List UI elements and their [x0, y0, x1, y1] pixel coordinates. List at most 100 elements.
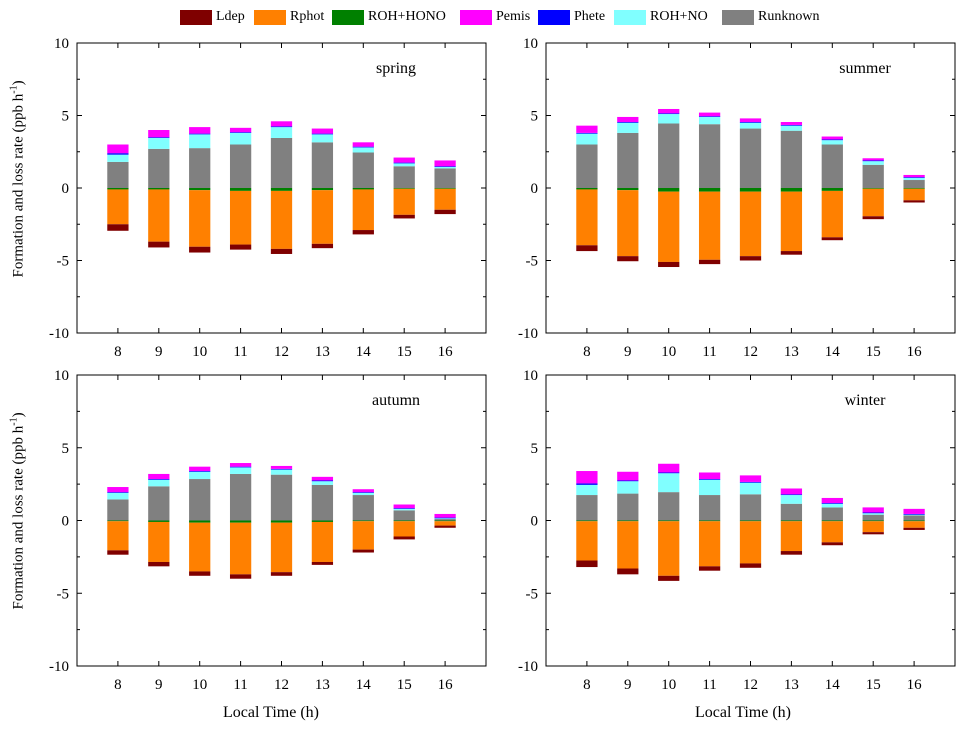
- legend-label: ROH+HONO: [368, 9, 446, 24]
- legend-label: Pemis: [496, 9, 531, 24]
- bar-roh-hono-15: [862, 520, 884, 522]
- bar-pemis-8: [576, 471, 598, 484]
- bar-runknown-15: [393, 166, 415, 188]
- bar-rphot-8: [576, 521, 598, 561]
- bar-runknown-14: [821, 507, 843, 521]
- y-tick-label: -5: [57, 254, 70, 270]
- bar-ldep-10: [658, 261, 680, 268]
- bar-runknown-9: [148, 148, 170, 188]
- season-title: summer: [839, 60, 891, 77]
- bar-ldep-12: [270, 572, 293, 576]
- bar-rphot-8: [576, 189, 598, 246]
- bar-pemis-11: [229, 127, 252, 133]
- x-tick-label: 15: [866, 344, 881, 360]
- bar-rphot-11: [698, 521, 721, 567]
- bar-phete-11: [698, 479, 721, 480]
- x-tick-label: 16: [907, 344, 923, 360]
- bar-runknown-12: [739, 128, 762, 188]
- bar-roh-no-10: [189, 134, 211, 149]
- bar-roh-no-9: [148, 479, 170, 487]
- legend-item-pemis: Pemis: [460, 6, 530, 28]
- bar-ldep-8: [107, 224, 129, 231]
- bar-pemis-9: [617, 471, 639, 481]
- bar-runknown-12: [270, 137, 293, 188]
- bar-roh-no-8: [576, 133, 598, 145]
- chart-panel-winter: -10 -5 0 5 10 8 9 10 11 12 13 14 15 16 winter: [518, 368, 956, 693]
- bar-rphot-10: [658, 191, 680, 262]
- bar-roh-no-11: [698, 479, 721, 496]
- bar-pemis-10: [658, 463, 680, 473]
- bar-pemis-14: [821, 497, 843, 504]
- legend-label: Phete: [574, 9, 606, 24]
- bar-pemis-12: [739, 118, 762, 123]
- bar-runknown-16: [903, 515, 925, 521]
- chart-legend: Ldep Rphot ROH+HONO Pemis Phete ROH+NO Runknow…: [0, 6, 970, 28]
- bar-pemis-15: [862, 507, 884, 513]
- bar-runknown-13: [780, 130, 803, 188]
- bar-roh-hono-10: [658, 188, 680, 192]
- bar-runknown-9: [617, 493, 639, 521]
- bar-roh-no-8: [576, 484, 598, 496]
- y-tick-label: 0: [62, 181, 70, 197]
- bar-pemis-14: [352, 489, 374, 493]
- bar-roh-hono-12: [739, 188, 762, 192]
- bar-ldep-11: [229, 244, 252, 250]
- x-tick-label: 8: [114, 677, 122, 693]
- bar-runknown-15: [393, 510, 415, 521]
- bar-ldep-13: [780, 251, 803, 255]
- x-tick-label: 15: [397, 677, 412, 693]
- bar-phete-14: [821, 139, 843, 141]
- bar-rphot-16: [903, 188, 925, 201]
- bar-roh-no-11: [698, 116, 721, 125]
- bar-runknown-13: [311, 484, 334, 521]
- bar-roh-hono-8: [107, 188, 129, 190]
- x-axis-label-left: Local Time (h): [223, 704, 319, 721]
- bar-roh-hono-16: [434, 188, 456, 189]
- bar-roh-no-15: [862, 161, 884, 165]
- y-tick-label: 0: [531, 181, 539, 197]
- legend-item-runknown: Runknown: [722, 6, 819, 28]
- bar-ldep-9: [617, 256, 639, 262]
- bar-rphot-11: [698, 191, 721, 260]
- bar-roh-hono-16: [903, 520, 925, 522]
- bar-runknown-13: [780, 503, 803, 521]
- bar-roh-no-13: [780, 495, 803, 504]
- bar-ldep-12: [739, 563, 762, 568]
- bar-phete-9: [617, 122, 639, 123]
- bar-ldep-13: [311, 243, 334, 249]
- bar-roh-hono-15: [862, 188, 884, 189]
- bar-runknown-8: [576, 495, 598, 521]
- bar-rphot-12: [739, 521, 762, 564]
- season-title: winter: [845, 392, 887, 409]
- bar-roh-hono-9: [148, 520, 170, 522]
- y-tick-label: 5: [62, 109, 70, 125]
- bar-pemis-16: [434, 513, 456, 518]
- x-tick-label: 14: [356, 344, 372, 360]
- bar-roh-no-10: [658, 473, 680, 493]
- legend-swatch: [614, 9, 646, 25]
- bar-phete-12: [270, 126, 293, 128]
- bar-roh-no-16: [903, 514, 925, 516]
- x-tick-label: 10: [661, 677, 676, 693]
- bar-roh-hono-8: [107, 520, 129, 522]
- bar-pemis-10: [189, 127, 211, 134]
- bar-pemis-13: [311, 476, 334, 481]
- x-tick-label: 9: [624, 344, 632, 360]
- bar-ldep-14: [821, 237, 843, 241]
- bar-roh-no-15: [393, 508, 415, 511]
- bar-rphot-12: [270, 190, 293, 249]
- bar-roh-no-9: [148, 137, 170, 149]
- bar-rphot-10: [189, 190, 211, 247]
- bar-pemis-13: [780, 122, 803, 125]
- bar-phete-14: [352, 146, 374, 148]
- bar-roh-no-12: [270, 469, 293, 475]
- x-tick-label: 12: [274, 344, 289, 360]
- bar-roh-no-13: [780, 125, 803, 131]
- x-tick-label: 10: [192, 344, 207, 360]
- bar-pemis-11: [229, 463, 252, 467]
- x-tick-label: 13: [315, 344, 330, 360]
- y-tick-label: 5: [531, 109, 539, 125]
- legend-swatch: [538, 9, 570, 25]
- bar-runknown-14: [821, 144, 843, 188]
- bar-runknown-16: [434, 519, 456, 521]
